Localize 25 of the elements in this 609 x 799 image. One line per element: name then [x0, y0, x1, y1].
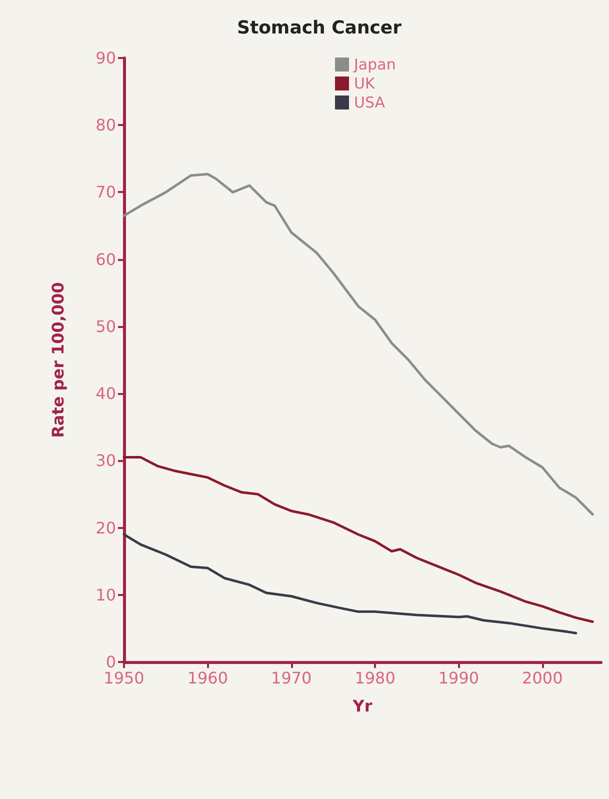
y-tick-label: 50 — [96, 316, 116, 336]
line-series — [122, 533, 578, 634]
x-axis-title: Yr — [352, 696, 372, 716]
y-tick-label: 80 — [96, 116, 116, 135]
chart-title: Stomach Cancer — [237, 18, 402, 38]
x-tick-label: 1990 — [438, 668, 480, 688]
x-tick-label: 1970 — [271, 668, 312, 688]
legend-label: USA — [354, 94, 386, 112]
y-tick-label: 30 — [96, 451, 116, 470]
legend-label: UK — [354, 74, 376, 92]
y-tick-label: 20 — [96, 518, 116, 538]
x-tick-label: 2000 — [522, 668, 563, 688]
x-tick-label: 1950 — [104, 668, 144, 688]
line-series — [122, 172, 594, 516]
y-tick-label: 60 — [96, 250, 116, 269]
y-axis-title: Rate per 100,000 — [48, 282, 68, 438]
legend-label: Japan — [353, 56, 396, 74]
y-tick-label: 90 — [96, 48, 116, 68]
line-series — [122, 456, 594, 623]
y-tick-label: 10 — [96, 585, 116, 604]
x-tick-label: 1960 — [187, 668, 228, 688]
y-tick-label: 70 — [96, 182, 116, 202]
y-tick-label: 40 — [96, 384, 116, 404]
x-tick-label: 1980 — [354, 668, 396, 688]
y-tick-label: 0 — [106, 652, 116, 672]
